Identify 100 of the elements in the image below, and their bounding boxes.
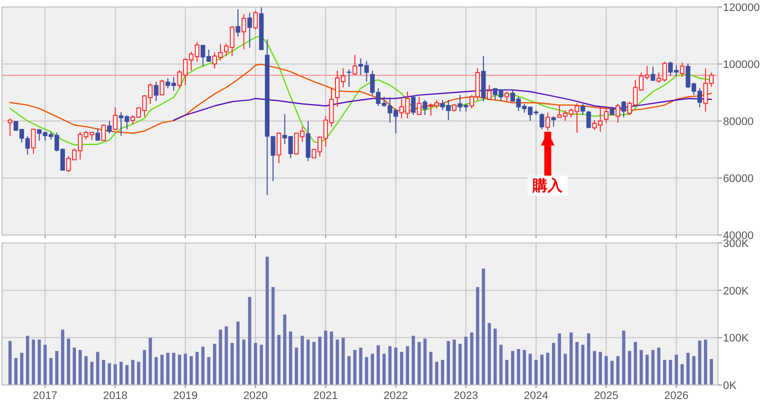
- bar: [330, 332, 334, 385]
- candlestick: [680, 62, 684, 78]
- bar: [78, 350, 82, 385]
- bar: [26, 336, 30, 385]
- bar: [342, 338, 345, 385]
- bar: [254, 342, 258, 385]
- bar: [277, 334, 280, 385]
- bar: [657, 348, 660, 385]
- bar: [704, 340, 708, 385]
- x-tick-label: 2021: [313, 390, 338, 401]
- bar: [412, 336, 415, 385]
- bar: [382, 354, 386, 385]
- bar: [540, 354, 544, 385]
- bar: [488, 322, 491, 385]
- bar: [394, 348, 398, 385]
- bar: [435, 362, 438, 385]
- bar: [575, 342, 579, 385]
- y-tick-label: 100K: [723, 332, 750, 345]
- bar: [364, 357, 368, 385]
- bar: [84, 356, 88, 385]
- bar: [646, 354, 649, 385]
- bar: [119, 362, 123, 385]
- y-tick-label: 80000: [723, 116, 754, 128]
- bar: [66, 338, 70, 385]
- candlestick: [580, 103, 586, 116]
- bar: [610, 360, 614, 385]
- bar: [32, 340, 36, 385]
- candlestick: [8, 118, 12, 136]
- bar: [710, 358, 713, 385]
- bar: [108, 363, 112, 385]
- bar: [288, 332, 292, 385]
- bar: [154, 357, 158, 385]
- bar: [8, 340, 12, 385]
- bar: [271, 287, 275, 385]
- bar: [622, 330, 626, 385]
- candlestick: [540, 112, 544, 130]
- candlestick: [242, 14, 246, 50]
- bar: [324, 330, 328, 385]
- y-tick-label: 0K: [723, 380, 738, 392]
- bar: [61, 330, 64, 385]
- x-tick-label: 2018: [103, 390, 128, 401]
- candlestick: [487, 84, 492, 100]
- bar: [224, 326, 228, 385]
- line-series: [9, 64, 712, 134]
- candlestick: [422, 99, 428, 116]
- bar: [242, 340, 246, 385]
- bar: [131, 360, 134, 385]
- y-tick-label: 120000: [723, 2, 760, 14]
- candlestick: [616, 103, 620, 124]
- bar: [388, 346, 392, 385]
- y-tick-label: 100000: [723, 59, 760, 71]
- bar: [452, 340, 456, 385]
- candlestick: [236, 8, 240, 38]
- bar: [418, 342, 421, 385]
- bar: [423, 338, 427, 385]
- bar: [663, 360, 666, 385]
- candlestick: [545, 112, 550, 132]
- bar: [160, 354, 164, 385]
- bar: [581, 344, 584, 385]
- bar: [283, 314, 286, 385]
- bar: [336, 340, 339, 385]
- bar: [674, 354, 678, 385]
- bar: [499, 344, 503, 385]
- bar: [376, 345, 380, 385]
- bar: [312, 342, 316, 385]
- bar: [528, 354, 532, 385]
- bar: [592, 350, 596, 385]
- bar: [90, 362, 94, 385]
- bar: [511, 350, 514, 385]
- bar: [266, 256, 269, 385]
- bar: [201, 346, 205, 385]
- x-tick-label: 2022: [384, 390, 408, 401]
- bar: [634, 342, 638, 385]
- candlestick: [621, 100, 626, 118]
- bar: [406, 346, 410, 385]
- bar: [49, 358, 53, 385]
- bar: [516, 349, 520, 385]
- candlestick: [411, 95, 416, 116]
- bar: [190, 356, 193, 385]
- bar: [359, 348, 362, 385]
- bar: [616, 356, 620, 385]
- bar: [230, 342, 234, 385]
- candlestick: [416, 96, 422, 116]
- candlestick: [253, 10, 258, 30]
- x-tick-label: 2024: [524, 390, 548, 401]
- bar: [628, 350, 632, 385]
- bar: [114, 364, 117, 385]
- bar: [38, 340, 41, 385]
- bar: [236, 322, 240, 385]
- bar: [564, 354, 567, 385]
- bar: [218, 330, 222, 385]
- bar: [558, 333, 562, 385]
- bar: [148, 338, 152, 385]
- bar: [166, 352, 170, 385]
- x-tick-label: 2019: [173, 390, 198, 401]
- bar: [213, 344, 216, 385]
- bar: [640, 350, 643, 385]
- bar: [570, 332, 573, 385]
- bar: [102, 360, 106, 385]
- bar: [318, 336, 322, 385]
